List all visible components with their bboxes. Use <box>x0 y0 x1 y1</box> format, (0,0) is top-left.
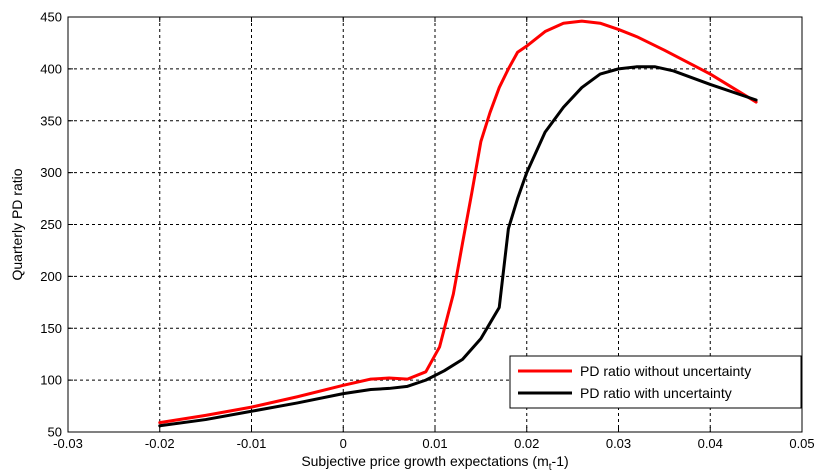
y-axis-label: Quarterly PD ratio <box>9 168 25 280</box>
y-tick-label: 200 <box>40 269 62 284</box>
grid <box>68 17 802 432</box>
y-tick-label: 50 <box>48 425 62 440</box>
legend-label-with-uncertainty: PD ratio with uncertainty <box>580 385 732 401</box>
y-tick-label: 450 <box>40 10 62 25</box>
series-line-with-uncertainty <box>158 65 758 428</box>
x-tick-labels: -0.03 -0.02 -0.01 0 0.01 0.02 0.03 0.04 0.05 <box>53 436 814 451</box>
y-tick-label: 150 <box>40 321 62 336</box>
x-tick-label: 0 <box>340 436 347 451</box>
series-layer <box>158 19 758 428</box>
y-tick-label: 400 <box>40 61 62 76</box>
legend-label-without-uncertainty: PD ratio without uncertainty <box>580 363 751 379</box>
y-tick-labels: 50 100 150 200 250 300 350 400 450 <box>40 10 62 440</box>
y-tick-label: 250 <box>40 217 62 232</box>
x-tick-label: -0.02 <box>145 436 175 451</box>
x-tick-label: 0.02 <box>514 436 539 451</box>
x-tick-label: -0.01 <box>237 436 267 451</box>
x-tick-label: 0.01 <box>422 436 447 451</box>
tick-marks <box>67 16 803 433</box>
y-tick-label: 350 <box>40 113 62 128</box>
y-tick-label: 300 <box>40 165 62 180</box>
x-tick-label: 0.03 <box>606 436 631 451</box>
legend-box <box>509 355 802 409</box>
y-tick-label: 100 <box>40 373 62 388</box>
x-tick-label: -0.03 <box>53 436 83 451</box>
x-axis-label: Subjective price growth expectations (mt… <box>301 453 568 473</box>
x-tick-label: 0.05 <box>789 436 814 451</box>
series-line-without-uncertainty <box>158 19 758 425</box>
x-tick-label: 0.04 <box>698 436 723 451</box>
legend: PD ratio without uncertainty PD ratio wi… <box>509 355 802 409</box>
